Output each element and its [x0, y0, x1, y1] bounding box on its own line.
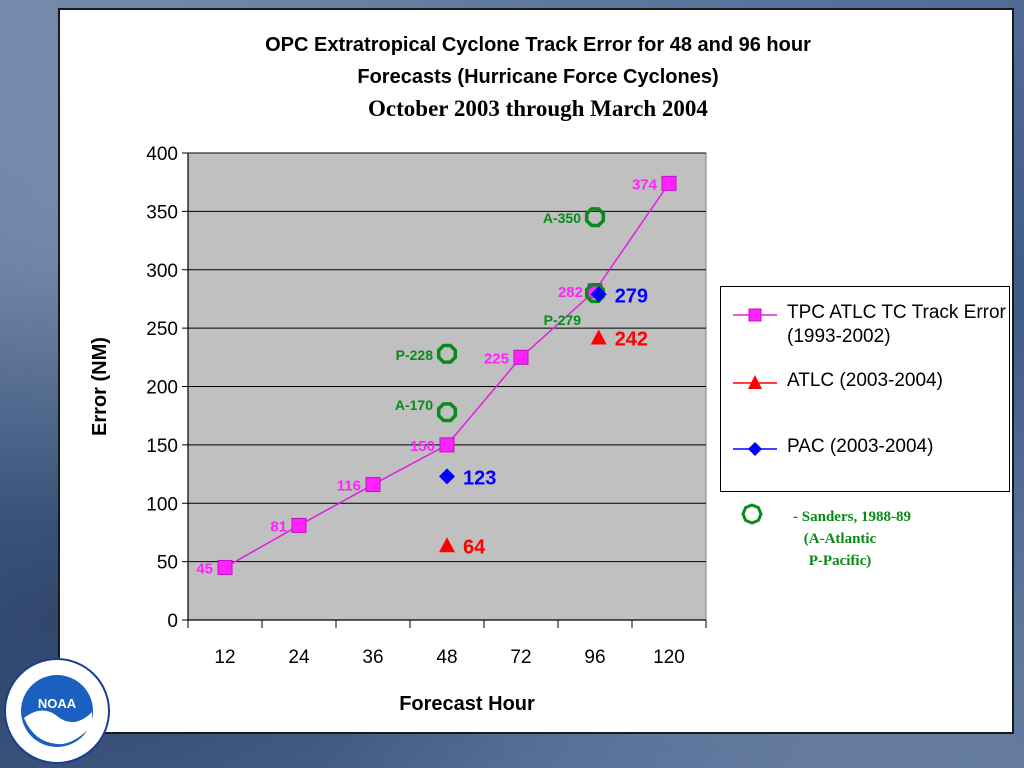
legend: TPC ATLC TC Track Error (1993-2002) ATLC…	[720, 286, 1010, 492]
y-tick-label: 150	[146, 436, 178, 457]
legend-label-pac: PAC (2003-2004)	[787, 436, 934, 457]
noaa-logo: NOAA	[4, 658, 110, 764]
point-tpc	[661, 175, 677, 191]
point-pac	[590, 286, 607, 303]
legend-marker-pac	[733, 442, 777, 456]
y-tick-label: 100	[146, 494, 178, 515]
y-tick-label: 300	[146, 261, 178, 282]
data-label-tpc: 150	[410, 438, 435, 455]
point-sanders	[584, 283, 606, 304]
x-tick-label: 12	[214, 647, 235, 668]
data-label-sanders: A-170	[395, 397, 433, 413]
chart-title-line1: OPC Extratropical Cyclone Track Error fo…	[265, 34, 811, 56]
y-axis-label: Error (NM)	[89, 337, 111, 436]
y-tick-label: 200	[146, 378, 178, 399]
data-label-tpc: 116	[337, 478, 361, 495]
data-label-pac: 123	[463, 467, 496, 489]
point-atlc	[439, 537, 455, 553]
chart-subtitle: October 2003 through March 2004	[368, 96, 708, 121]
point-tpc	[439, 437, 455, 453]
point-tpc	[365, 477, 381, 493]
point-tpc	[217, 559, 233, 575]
x-tick-label: 72	[510, 647, 531, 668]
y-tick-label: 350	[146, 202, 178, 223]
point-tpc	[513, 349, 529, 365]
point-sanders	[584, 207, 606, 228]
chart-title-line2: Forecasts (Hurricane Force Cyclones)	[357, 66, 719, 88]
data-label-tpc: 45	[196, 560, 213, 577]
slide: OPC Extratropical Cyclone Track Error fo…	[58, 8, 1014, 734]
y-tick-label: 400	[146, 144, 178, 165]
sanders-note: - Sanders, 1988-89 (A-Atlantic P-Pacific…	[740, 503, 940, 572]
data-label-sanders: A-350	[543, 210, 581, 226]
data-label-pac: 279	[615, 285, 648, 307]
point-sanders	[436, 343, 458, 364]
data-label-tpc: 81	[270, 518, 287, 535]
legend-label-atlc: ATLC (2003-2004)	[787, 370, 943, 391]
data-label-tpc: 282	[558, 284, 583, 301]
legend-label-tpc: TPC ATLC TC Track Error (1993-2002)	[787, 302, 1006, 347]
y-tick-label: 250	[146, 319, 178, 340]
data-label-atlc: 64	[463, 536, 486, 558]
sanders-line3: P-Pacific)	[808, 553, 872, 569]
legend-marker-atlc	[733, 375, 777, 389]
x-axis-label: Forecast Hour	[399, 693, 535, 715]
legend-marker-tpc	[733, 308, 777, 322]
point-pac	[439, 468, 455, 485]
x-tick-label: 48	[436, 647, 457, 668]
point-tpc	[291, 517, 307, 533]
point-atlc	[590, 329, 607, 345]
sanders-line2: (A-Atlantic	[803, 531, 877, 547]
y-tick-label: 50	[157, 553, 178, 574]
data-label-tpc: 225	[484, 350, 509, 367]
x-tick-label: 36	[362, 647, 383, 668]
noaa-logo-text: NOAA	[38, 696, 77, 711]
data-label-sanders: P-228	[396, 347, 434, 363]
data-label-atlc: 242	[615, 328, 648, 350]
x-tick-label: 24	[288, 647, 310, 668]
x-tick-label: 120	[653, 647, 685, 668]
y-tick-label: 0	[167, 611, 178, 632]
x-tick-label: 96	[584, 647, 605, 668]
data-label-tpc: 374	[632, 176, 658, 193]
point-sanders	[436, 402, 458, 423]
sanders-marker	[741, 503, 763, 525]
data-label-sanders: P-279	[544, 312, 582, 328]
sanders-line1: - Sanders, 1988-89	[793, 509, 911, 525]
chart-svg: 0 50 100 150 200 250 300 350 400 12 24 36 48 72 96 120 F…	[89, 144, 707, 715]
